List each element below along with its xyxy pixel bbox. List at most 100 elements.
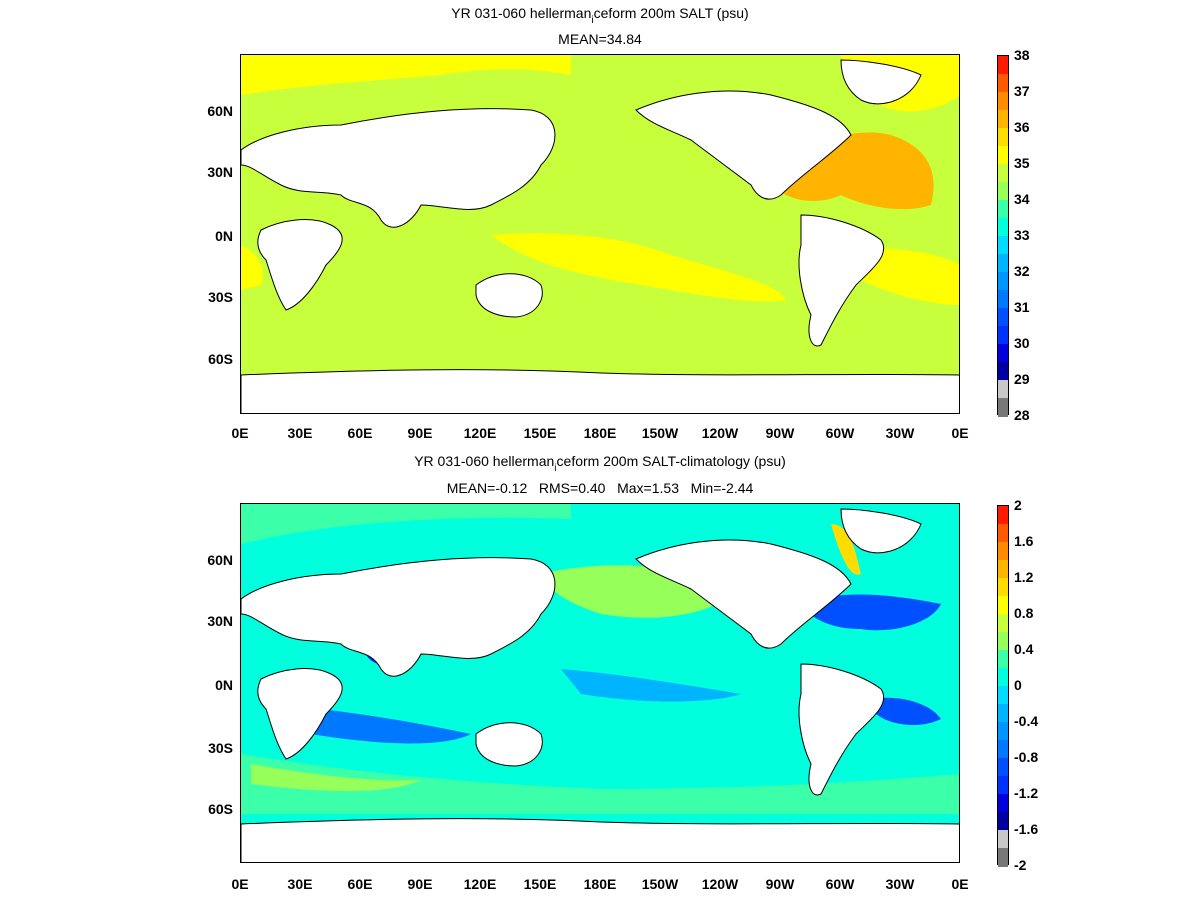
salt-map-svg	[241, 55, 959, 413]
colorbar-segment	[998, 722, 1008, 741]
colorbar-segment	[998, 200, 1008, 219]
colorbar-segment	[998, 578, 1008, 597]
colorbar-segment	[998, 254, 1008, 273]
colorbar-segment	[998, 632, 1008, 651]
colorbar-segment	[998, 704, 1008, 723]
colorbar-tick-label: 1.2	[1014, 569, 1034, 585]
colorbar-tick-label: 29	[1014, 371, 1030, 387]
colorbar-segment	[998, 650, 1008, 669]
lon-label: 90E	[407, 876, 433, 892]
colorbar-tick-label: -0.4	[1014, 713, 1039, 729]
lat-label: 0N	[215, 677, 233, 693]
lon-label: 150E	[523, 876, 557, 892]
eurasia	[241, 108, 556, 228]
lon-label: 0E	[231, 876, 249, 892]
lon-label: 0E	[951, 876, 969, 892]
colorbar-tick-label: 0	[1014, 677, 1022, 693]
colorbar-segment	[998, 740, 1008, 759]
lat-label: 60N	[207, 552, 233, 568]
colorbar-segment	[998, 164, 1008, 183]
indian-west-high	[241, 245, 263, 290]
anomaly-map	[240, 503, 960, 863]
colorbar-segment	[998, 380, 1008, 399]
north-america	[635, 90, 852, 200]
salt-map	[240, 54, 960, 414]
colorbar	[997, 505, 1009, 867]
colorbar	[997, 55, 1009, 417]
lon-label: 150E	[523, 425, 557, 441]
lon-label: 60E	[347, 876, 373, 892]
australia	[475, 273, 543, 318]
lat-label: 30S	[208, 740, 233, 756]
colorbar-segment	[998, 596, 1008, 615]
lon-label: 30W	[885, 876, 915, 892]
colorbar-segment	[998, 830, 1008, 849]
colorbar-segment	[998, 218, 1008, 237]
colorbar-segment	[998, 506, 1008, 525]
colorbar-tick-label: 1.6	[1014, 533, 1034, 549]
colorbar-tick-label: 30	[1014, 335, 1030, 351]
lon-label: 120W	[701, 876, 739, 892]
lon-label: 30E	[287, 425, 313, 441]
colorbar-tick-label: -1.2	[1014, 785, 1039, 801]
lat-label: 60N	[207, 103, 233, 119]
lon-label: 90W	[765, 876, 795, 892]
colorbar-segment	[998, 542, 1008, 561]
lat-label: 30N	[207, 613, 233, 629]
anomaly-map-svg	[241, 504, 959, 862]
africa	[257, 219, 343, 311]
colorbar-segment	[998, 776, 1008, 795]
panel-stats: MEAN=34.84	[558, 31, 642, 47]
colorbar-segment	[998, 614, 1008, 633]
colorbar-tick-label: 31	[1014, 299, 1030, 315]
colorbar-segment	[998, 182, 1008, 201]
lon-label: 60W	[825, 876, 855, 892]
greenland	[840, 59, 922, 105]
lon-label: 90E	[407, 425, 433, 441]
lat-label: 30S	[208, 289, 233, 305]
colorbar-segment	[998, 74, 1008, 93]
colorbar-segment	[998, 110, 1008, 129]
colorbar-segment	[998, 524, 1008, 543]
colorbar-segment	[998, 758, 1008, 777]
colorbar-tick-label: 0.4	[1014, 641, 1034, 657]
colorbar-segment	[998, 812, 1008, 831]
colorbar-tick-label: 38	[1014, 47, 1030, 63]
panel-stats: MEAN=-0.12 RMS=0.40 Max=1.53 Min=-2.44	[446, 480, 754, 496]
colorbar-tick-label: -1.6	[1014, 821, 1039, 837]
colorbar-segment	[998, 686, 1008, 705]
lon-label: 0E	[231, 425, 249, 441]
colorbar-tick-label: -2	[1014, 857, 1027, 873]
colorbar-tick-label: 28	[1014, 407, 1030, 423]
panel-title: YR 031-060 hellermaniceform 200m SALT-cl…	[414, 453, 786, 474]
colorbar-tick-label: 35	[1014, 155, 1030, 171]
colorbar-segment	[998, 56, 1008, 75]
atlantic-negative	[801, 594, 941, 631]
colorbar-segment	[998, 794, 1008, 813]
colorbar-segment	[998, 668, 1008, 687]
colorbar-segment	[998, 560, 1008, 579]
colorbar-tick-label: 36	[1014, 119, 1030, 135]
colorbar-segment	[998, 146, 1008, 165]
colorbar-tick-label: 32	[1014, 263, 1030, 279]
arctic-high-salt	[241, 55, 571, 95]
colorbar-segment	[998, 272, 1008, 291]
colorbar-segment	[998, 848, 1008, 867]
lat-label: 60S	[208, 351, 233, 367]
lon-label: 60W	[825, 425, 855, 441]
colorbar-tick-label: 33	[1014, 227, 1030, 243]
colorbar-segment	[998, 236, 1008, 255]
panel-title: YR 031-060 hellermaniceform 200m SALT (p…	[451, 5, 749, 26]
colorbar-tick-label: 37	[1014, 83, 1030, 99]
colorbar-segment	[998, 326, 1008, 345]
lat-label: 60S	[208, 801, 233, 817]
colorbar-segment	[998, 362, 1008, 381]
lon-label: 30W	[885, 425, 915, 441]
lat-label: 30N	[207, 164, 233, 180]
antarctica	[241, 369, 959, 413]
lat-label: 0N	[215, 228, 233, 244]
colorbar-segment	[998, 92, 1008, 111]
colorbar-segment	[998, 128, 1008, 147]
land-masses	[241, 59, 959, 413]
colorbar-segment	[998, 344, 1008, 363]
